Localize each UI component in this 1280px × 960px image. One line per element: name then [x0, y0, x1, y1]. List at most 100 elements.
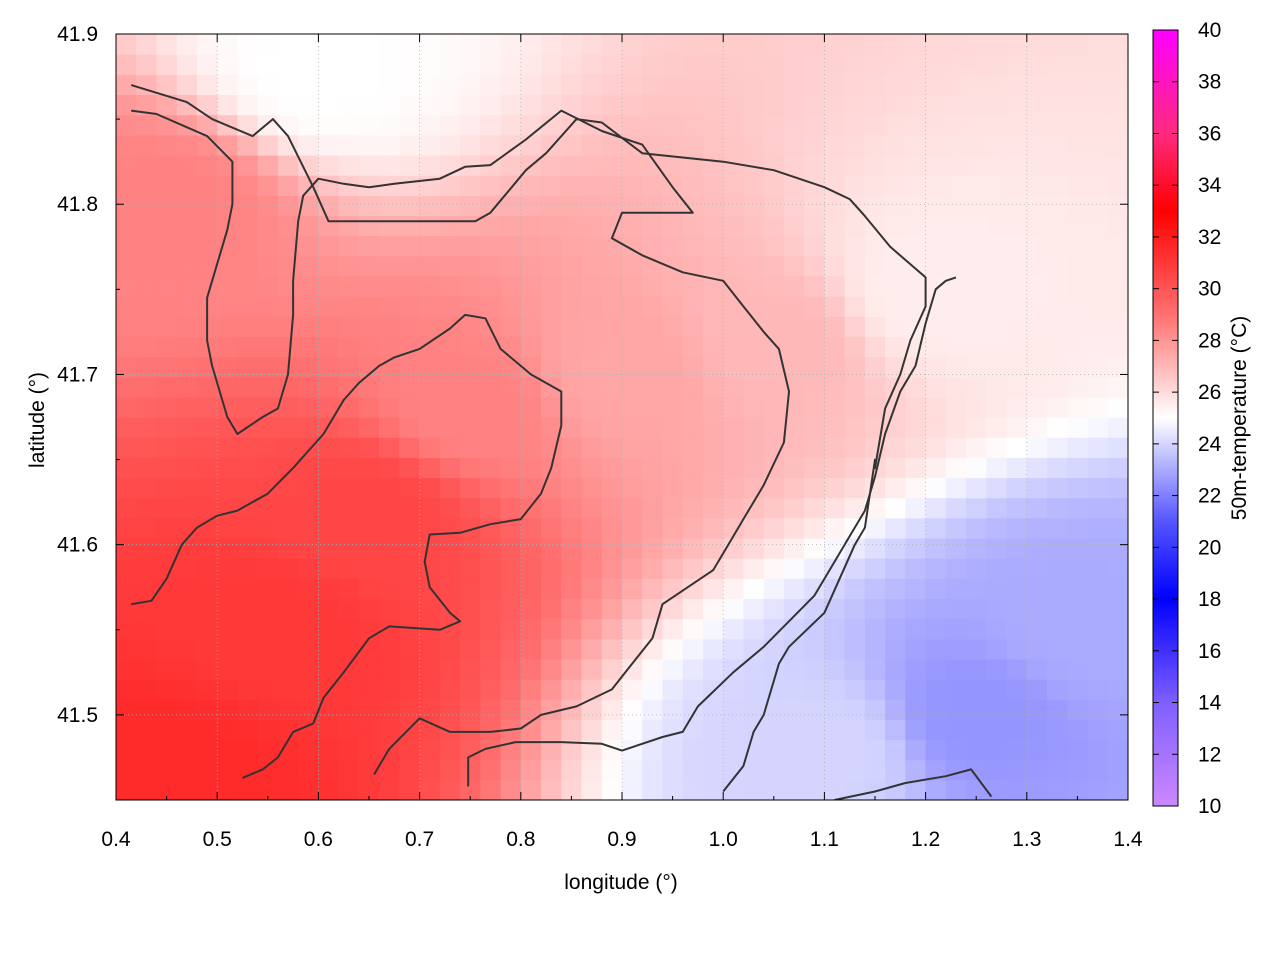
heat-cell	[338, 558, 360, 579]
heat-cell	[1006, 517, 1028, 539]
heat-cell	[318, 477, 340, 499]
heat-cell	[905, 658, 927, 680]
heat-cell	[176, 54, 198, 75]
heat-cell	[1067, 74, 1089, 96]
heat-cell	[601, 658, 623, 680]
heat-cell	[257, 517, 279, 539]
heat-cell	[156, 215, 178, 237]
heat-cell	[379, 638, 400, 660]
heat-cell	[318, 437, 340, 458]
heat-cell	[541, 598, 562, 620]
heat-cell	[379, 598, 400, 620]
heat-cell	[864, 477, 886, 499]
heat-cell	[460, 417, 481, 438]
heat-cell	[885, 497, 906, 519]
heat-cell	[358, 376, 380, 398]
heat-cell	[783, 417, 805, 438]
heat-cell	[763, 598, 785, 620]
heat-cell	[217, 679, 239, 700]
contour-line	[130, 84, 927, 793]
heat-cell	[783, 74, 805, 96]
heat-cell	[156, 134, 178, 156]
heat-cell	[581, 699, 603, 720]
heat-cell	[1026, 437, 1048, 458]
heat-cell	[460, 437, 481, 458]
heat-cell	[338, 417, 360, 438]
heat-cell	[338, 457, 360, 479]
heat-cell	[338, 638, 360, 660]
heat-cell	[622, 114, 643, 136]
heat-cell	[480, 215, 502, 237]
heat-cell	[116, 598, 137, 620]
heat-cell	[662, 34, 684, 55]
heat-cell	[844, 296, 866, 317]
heat-cell	[480, 275, 502, 297]
heat-cell	[804, 255, 825, 277]
heat-cell	[966, 74, 987, 96]
heat-cell	[581, 477, 603, 499]
heat-cell	[500, 699, 522, 720]
colorbar-tick-label: 30	[1198, 278, 1221, 301]
heat-cell	[318, 739, 340, 761]
heat-cell	[1047, 114, 1068, 136]
heat-cell	[176, 417, 198, 438]
heat-cell	[1107, 699, 1128, 720]
heat-cell	[844, 336, 866, 358]
heat-cell	[925, 759, 947, 781]
heat-cell	[1087, 497, 1109, 519]
heat-cell	[581, 658, 603, 680]
heat-cell	[945, 154, 967, 176]
heat-cell	[743, 598, 765, 620]
heat-cell	[864, 699, 886, 720]
heat-cell	[622, 396, 643, 418]
heat-cell	[561, 457, 583, 479]
colorbar-tick-label: 28	[1198, 329, 1221, 352]
heat-cell	[662, 235, 684, 257]
heat-cell	[116, 497, 137, 519]
heat-cell	[702, 34, 724, 55]
heat-cell	[1047, 356, 1068, 378]
heat-cell	[520, 618, 542, 640]
heat-cell	[662, 154, 684, 176]
heat-cell	[419, 34, 441, 55]
heat-cell	[419, 558, 441, 579]
heat-cell	[622, 578, 643, 600]
heat-cell	[925, 699, 947, 720]
heat-cell	[905, 94, 927, 116]
heat-cell	[824, 658, 846, 680]
heat-cell	[480, 175, 502, 196]
heat-cell	[399, 417, 421, 438]
heat-cell	[1087, 618, 1109, 640]
heat-cell	[237, 638, 259, 660]
heat-cell	[581, 255, 603, 277]
heat-cell	[156, 537, 178, 559]
heat-cell	[460, 497, 481, 519]
heat-cell	[844, 94, 866, 116]
heat-cell	[824, 477, 846, 499]
heat-cell	[986, 396, 1008, 418]
heat-cell	[480, 235, 502, 257]
heat-cell	[379, 134, 400, 156]
heat-cell	[196, 175, 218, 196]
heat-cell	[804, 679, 825, 700]
heat-cell	[257, 497, 279, 519]
heat-cell	[520, 477, 542, 499]
heat-cell	[399, 175, 421, 196]
heat-cell	[439, 235, 461, 257]
heat-cell	[136, 638, 158, 660]
heat-cell	[116, 638, 137, 660]
heat-cell	[196, 457, 218, 479]
heat-cell	[257, 376, 279, 398]
heat-cell	[237, 437, 259, 458]
heat-cell	[864, 54, 886, 75]
heat-cell	[682, 739, 704, 761]
heat-cell	[480, 376, 502, 398]
contour-line	[131, 109, 790, 776]
heat-cell	[844, 356, 866, 378]
heat-cell	[257, 719, 279, 741]
heat-cell	[358, 114, 380, 136]
heat-cell	[1006, 195, 1028, 217]
heat-cell	[642, 175, 664, 196]
heat-cell	[986, 658, 1008, 680]
